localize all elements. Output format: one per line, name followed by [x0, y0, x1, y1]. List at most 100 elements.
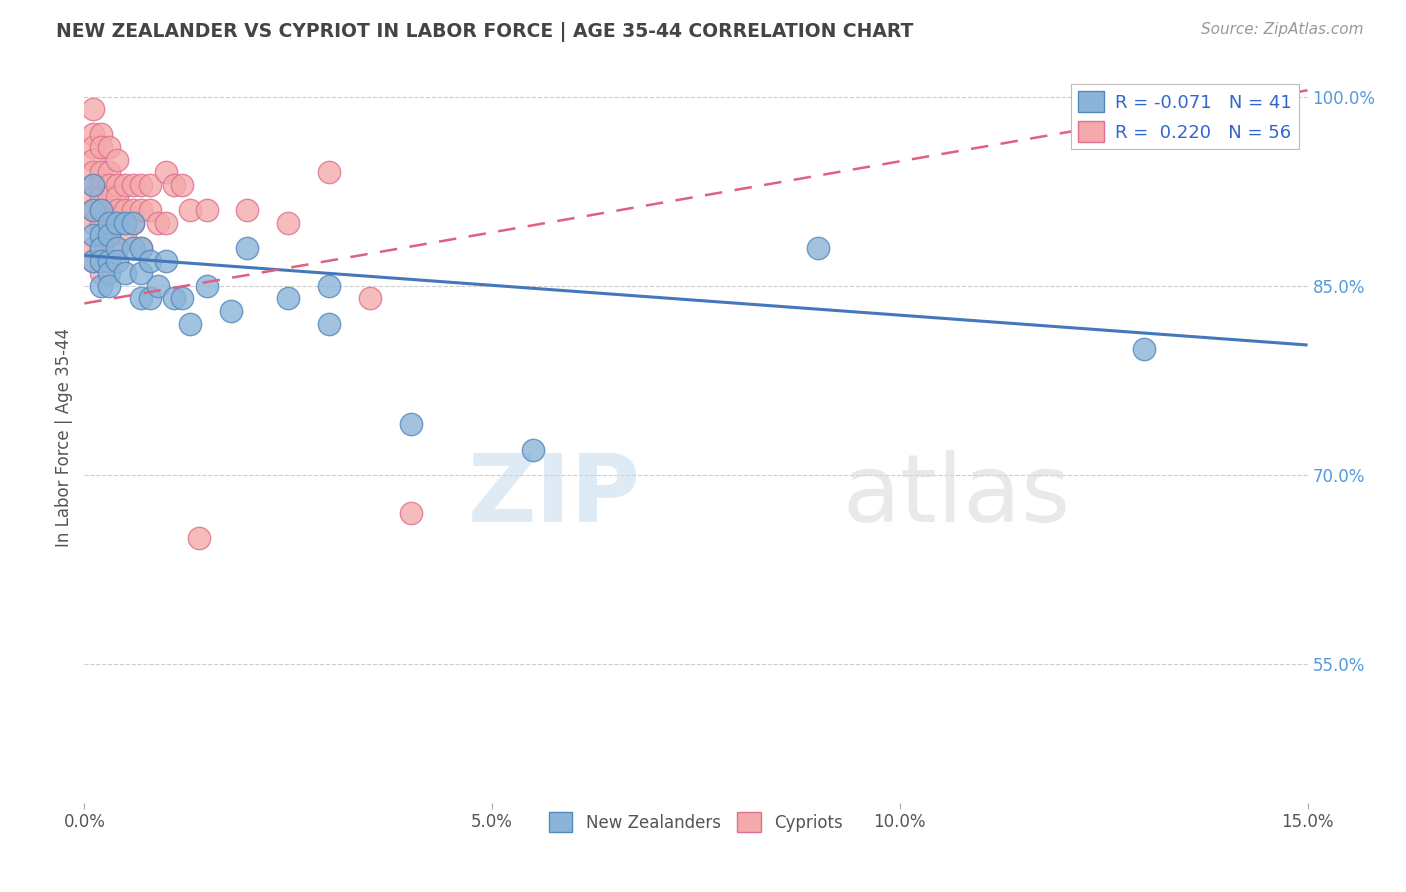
Point: [114, 266, 136, 280]
Point: [172, 178, 194, 192]
Point: [131, 241, 153, 255]
Point: [90, 178, 112, 192]
Point: [105, 153, 128, 167]
Point: [82, 228, 104, 243]
Point: [219, 304, 242, 318]
Point: [97, 165, 120, 179]
Point: [90, 165, 112, 179]
Point: [131, 266, 153, 280]
Point: [90, 278, 112, 293]
Point: [236, 241, 259, 255]
Point: [522, 442, 544, 457]
Point: [97, 228, 120, 243]
Text: ZIP: ZIP: [468, 450, 641, 541]
Point: [105, 216, 128, 230]
Point: [277, 291, 299, 305]
Point: [163, 178, 186, 192]
Point: [195, 278, 218, 293]
Point: [195, 203, 218, 218]
Point: [114, 178, 136, 192]
Point: [90, 241, 112, 255]
Text: atlas: atlas: [842, 450, 1071, 541]
Point: [179, 203, 201, 218]
Point: [114, 216, 136, 230]
Point: [318, 317, 340, 331]
Point: [105, 241, 128, 255]
Point: [97, 278, 120, 293]
Point: [82, 216, 104, 230]
Point: [97, 216, 120, 230]
Point: [97, 203, 120, 218]
Point: [179, 317, 201, 331]
Point: [122, 178, 145, 192]
Point: [82, 253, 104, 268]
Point: [82, 203, 104, 218]
Point: [82, 165, 104, 179]
Point: [122, 216, 145, 230]
Y-axis label: In Labor Force | Age 35-44: In Labor Force | Age 35-44: [55, 327, 73, 547]
Point: [97, 253, 120, 268]
Point: [187, 531, 209, 545]
Point: [122, 203, 145, 218]
Point: [146, 278, 169, 293]
Point: [122, 216, 145, 230]
Point: [114, 203, 136, 218]
Point: [90, 253, 112, 268]
Point: [399, 506, 422, 520]
Point: [90, 241, 112, 255]
Point: [131, 203, 153, 218]
Point: [131, 178, 153, 192]
Point: [82, 203, 104, 218]
Point: [105, 190, 128, 204]
Point: [277, 216, 299, 230]
Point: [138, 253, 160, 268]
Point: [97, 178, 120, 192]
Point: [105, 178, 128, 192]
Point: [82, 253, 104, 268]
Text: NEW ZEALANDER VS CYPRIOT IN LABOR FORCE | AGE 35-44 CORRELATION CHART: NEW ZEALANDER VS CYPRIOT IN LABOR FORCE …: [56, 22, 914, 42]
Point: [155, 253, 177, 268]
Legend: R = -0.071   N = 41, R =  0.220   N = 56: R = -0.071 N = 41, R = 0.220 N = 56: [1071, 84, 1299, 149]
Point: [399, 417, 422, 432]
Point: [97, 140, 120, 154]
Point: [131, 241, 153, 255]
Point: [97, 228, 120, 243]
Point: [82, 178, 104, 192]
Point: [82, 102, 104, 116]
Point: [807, 241, 830, 255]
Point: [172, 291, 194, 305]
Text: Source: ZipAtlas.com: Source: ZipAtlas.com: [1201, 22, 1364, 37]
Point: [155, 165, 177, 179]
Point: [146, 216, 169, 230]
Point: [90, 190, 112, 204]
Point: [90, 228, 112, 243]
Point: [82, 128, 104, 142]
Point: [155, 216, 177, 230]
Point: [318, 165, 340, 179]
Point: [105, 203, 128, 218]
Point: [90, 266, 112, 280]
Point: [82, 241, 104, 255]
Point: [318, 278, 340, 293]
Point: [97, 190, 120, 204]
Point: [82, 178, 104, 192]
Point: [90, 216, 112, 230]
Point: [90, 203, 112, 218]
Point: [359, 291, 381, 305]
Point: [82, 190, 104, 204]
Point: [163, 291, 186, 305]
Point: [82, 153, 104, 167]
Point: [1133, 342, 1156, 356]
Point: [114, 228, 136, 243]
Legend: New Zealanders, Cypriots: New Zealanders, Cypriots: [543, 805, 849, 838]
Point: [97, 253, 120, 268]
Point: [131, 291, 153, 305]
Point: [105, 241, 128, 255]
Point: [90, 140, 112, 154]
Point: [90, 128, 112, 142]
Point: [122, 241, 145, 255]
Point: [90, 203, 112, 218]
Point: [97, 266, 120, 280]
Point: [138, 291, 160, 305]
Point: [138, 178, 160, 192]
